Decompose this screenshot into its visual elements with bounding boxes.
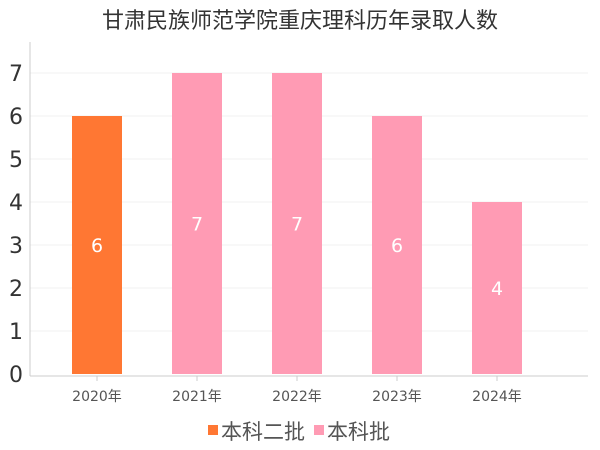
x-tick-label: 2024年 [472, 389, 522, 405]
legend: 本科二批 本科批 [208, 420, 390, 444]
data-label: 4 [491, 278, 503, 300]
bar [172, 73, 222, 374]
legend-swatch [314, 425, 324, 435]
chart-title: 甘肃民族师范学院重庆理科历年录取人数 [102, 9, 498, 34]
data-labels: 6 7 7 6 4 [91, 214, 503, 301]
y-tick-label: 5 [9, 148, 23, 173]
legend-label: 本科二批 [221, 420, 305, 444]
y-tick-label: 3 [9, 234, 23, 259]
legend-item[interactable]: 本科批 [314, 420, 390, 444]
y-tick-label: 6 [9, 105, 23, 130]
bar [472, 202, 522, 374]
x-tick-label: 2023年 [372, 389, 422, 405]
x-tick-label: 2022年 [272, 389, 322, 405]
bar [272, 73, 322, 374]
bars [72, 73, 522, 374]
x-tick-label: 2020年 [72, 389, 122, 405]
x-tick-label: 2021年 [172, 389, 222, 405]
legend-swatch [208, 425, 218, 435]
data-label: 6 [391, 235, 403, 257]
axes: 0 1 2 3 4 5 6 7 2020年 2021年 2022年 2023年 2024年 [9, 42, 588, 405]
y-tick-label: 0 [9, 363, 23, 388]
legend-item[interactable]: 本科二批 [208, 420, 305, 444]
legend-label: 本科批 [327, 420, 390, 444]
data-label: 6 [91, 235, 103, 257]
data-label: 7 [291, 214, 303, 236]
bar [372, 116, 422, 374]
y-tick-label: 4 [9, 191, 23, 216]
bar [72, 116, 122, 374]
y-tick-label: 2 [9, 277, 23, 302]
data-label: 7 [191, 214, 203, 236]
y-tick-label: 1 [9, 320, 23, 345]
y-tick-label: 7 [9, 62, 23, 87]
